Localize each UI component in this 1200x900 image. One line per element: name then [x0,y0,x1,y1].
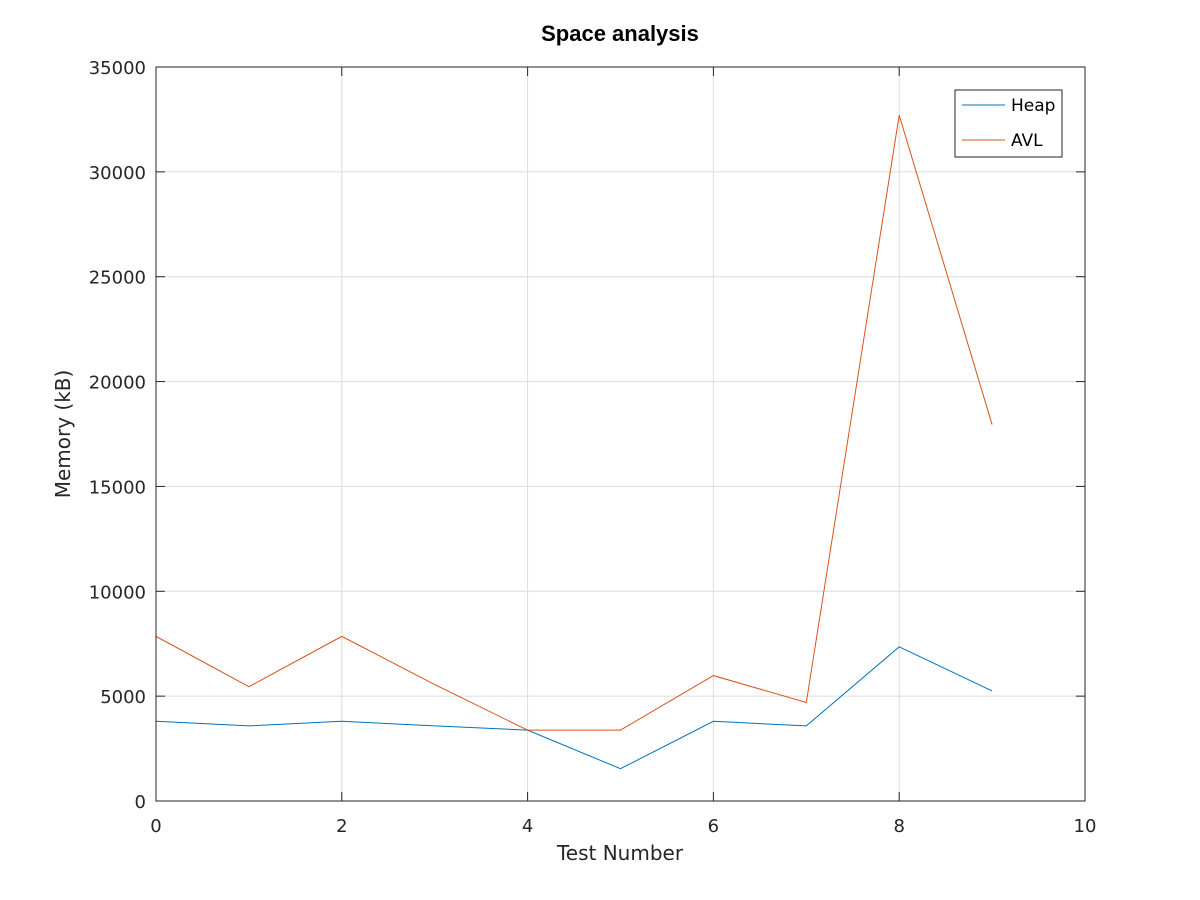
y-axis-label: Memory (kB) [51,370,75,499]
y-tick-label: 10000 [89,582,146,603]
y-tick-label: 15000 [89,477,146,498]
legend: Heap AVL [954,89,1063,158]
series-layer [155,115,993,770]
y-tick-label: 30000 [89,163,146,184]
legend-label-avl: AVL [1011,131,1043,151]
y-tick-label: 35000 [89,58,146,79]
x-tick-label: 0 [150,816,161,837]
tick-layer: 0 2 4 6 8 10 0 5000 10000 15000 20000 25000 30000 350… [89,58,1097,837]
x-tick-label: 4 [522,816,533,837]
y-tick-label: 5000 [100,687,146,708]
chart-title: Space analysis [541,21,699,46]
y-tick-label: 20000 [89,373,146,394]
plot-area-frame [155,66,1086,802]
y-tick-label: 0 [135,792,146,813]
x-tick-label: 2 [336,816,347,837]
series-line-avl [155,115,993,731]
legend-box [954,89,1063,158]
series-line-heap [155,646,993,770]
x-tick-label: 8 [893,816,904,837]
legend-label-heap: Heap [1011,96,1055,116]
x-tick-label: 6 [708,816,719,837]
y-tick-label: 25000 [89,268,146,289]
x-tick-label: 10 [1074,816,1097,837]
x-axis-label: Test Number [556,841,684,865]
